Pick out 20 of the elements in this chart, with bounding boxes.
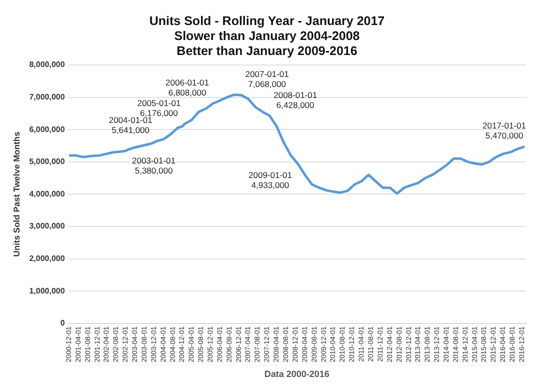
y-tick-label: 0	[60, 318, 66, 328]
y-tick-label: 8,000,000	[29, 60, 66, 70]
annotation: 2017-01-01 5,470,000	[482, 120, 526, 141]
y-tick-label: 4,000,000	[29, 189, 66, 198]
chart-subtitle: Slower than January 2004-2008 Better than January 2009-2016	[174, 28, 360, 58]
y-tick-label: 6,000,000	[29, 124, 66, 134]
y-axis-title: Units Sold Past Twelve Months	[11, 131, 22, 257]
annotation: 2009-01-01 4,933,000	[248, 170, 292, 190]
annotation: 2006-01-01 6,808,000	[166, 78, 210, 98]
annotation: 2007-01-01 7,068,000	[245, 69, 290, 90]
y-tick-label: 3,000,000	[29, 222, 66, 231]
annotation: 2005-01-01 6,176,000	[137, 98, 181, 118]
y-tick-label: 7,000,000	[29, 92, 66, 102]
y-tick-label: 2,000,000	[29, 254, 66, 263]
annotation: 2003-01-01 5,380,000	[132, 156, 176, 176]
annotation: 2008-01-01 6,428,000	[274, 90, 318, 110]
chart-title: Units Sold - Rolling Year - January 2017	[149, 14, 385, 28]
x-axis-title: Data 2000-2016	[264, 369, 330, 380]
y-tick-label: 5,000,000	[29, 157, 66, 166]
y-tick-label: 1,000,000	[29, 286, 66, 296]
